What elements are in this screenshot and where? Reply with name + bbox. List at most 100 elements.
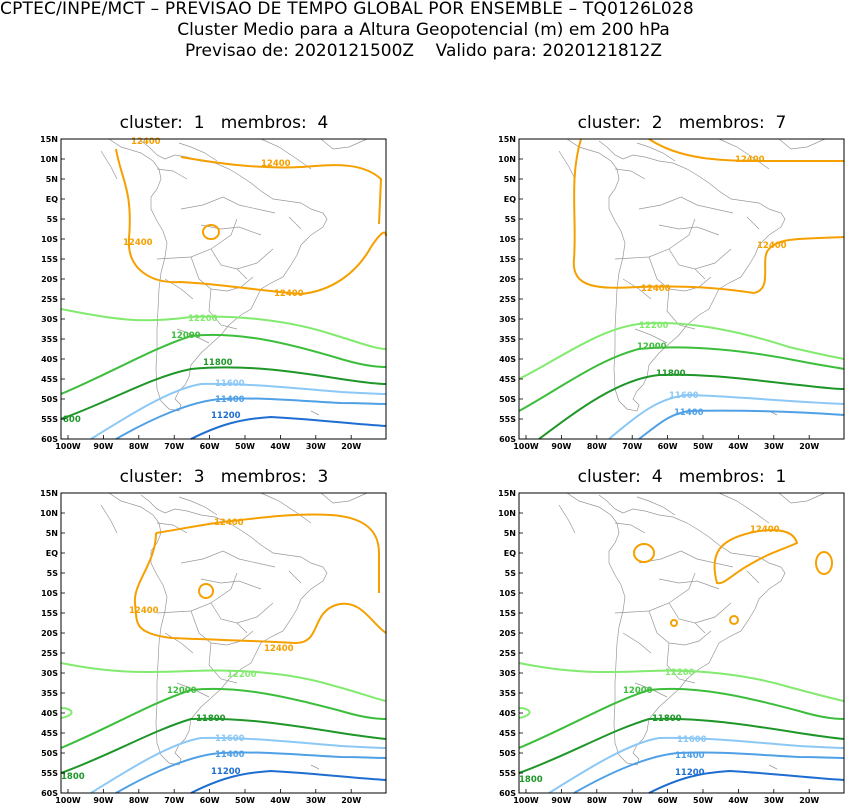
contour-12000 [60, 333, 387, 395]
lat-tick-label: 45S [41, 375, 58, 384]
lon-tick-label: 90W [551, 796, 571, 803]
map-panel-1: 12400 12400 12400 12400 12200 12000 1180… [40, 135, 387, 451]
lat-tick-label: 5N [504, 529, 516, 538]
lat-tick-label: 60S [41, 789, 58, 798]
label-12400: 12400 [214, 518, 244, 528]
contour-12000 [518, 687, 845, 749]
contour-12400-loop-3 [670, 619, 678, 627]
contour-12400 [115, 148, 387, 296]
lat-tick-label: 40S [499, 709, 516, 718]
lon-tick-label: 70W [164, 442, 184, 451]
lat-tick-label: 20S [41, 275, 58, 284]
lat-tick-label: 15S [499, 255, 516, 264]
contour-11400 [115, 751, 387, 794]
contour-11400 [115, 397, 387, 440]
lon-tick-label: 20W [341, 796, 361, 803]
contour-11800 [60, 717, 387, 774]
label-12000: 12000 [623, 686, 653, 696]
label-12000: 12000 [637, 342, 667, 352]
lon-tick-label: 40W [728, 796, 748, 803]
lat-tick-label: 50S [499, 749, 516, 758]
panel-2-title: cluster: 2 membros: 7 [577, 113, 787, 133]
contour-12200 [518, 322, 845, 380]
lat-tick-label: 55S [41, 769, 58, 778]
label-12200: 12200 [665, 668, 695, 678]
lat-tick-label: 50S [41, 749, 58, 758]
lon-tick-label: 20W [799, 442, 819, 451]
label-11200: 11200 [211, 767, 241, 777]
lat-tick-label: 30S [41, 669, 58, 678]
lat-tick-label: 45S [499, 729, 516, 738]
lon-tick-label: 70W [622, 796, 642, 803]
coastline [558, 492, 826, 770]
lon-tick-label: 40W [728, 442, 748, 451]
label-12400-east: 12400 [757, 241, 787, 251]
lon-tick-label: 60W [200, 442, 220, 451]
lat-tick-label: 40S [41, 709, 58, 718]
lat-tick-label: 35S [41, 335, 58, 344]
contour-12400 [133, 532, 387, 645]
label-12400-top: 12400 [131, 137, 161, 147]
label-12400-south: 12400 [274, 289, 304, 299]
lat-tick-label: 25S [499, 295, 516, 304]
label-11800: 11800 [652, 714, 682, 724]
contour-11600 [90, 382, 387, 440]
contour-11800 [60, 366, 387, 420]
lon-tick-label: 100W [55, 442, 81, 451]
lon-tick-label: 90W [93, 796, 113, 803]
lat-tick-label: 5S [47, 569, 59, 578]
lon-tick-label: 30W [306, 796, 326, 803]
contours [518, 138, 845, 440]
lat-tick-label: 35S [41, 689, 58, 698]
label-11600: 11600 [677, 735, 707, 745]
contours [60, 148, 387, 440]
lat-tick-label: 50S [41, 395, 58, 404]
map-panel-4: 12400 12200 12000 11800 11600 11400 1120… [498, 489, 845, 803]
lon-tick-label: 50W [235, 796, 255, 803]
label-12400: 12400 [261, 159, 291, 169]
lat-tick-label: 45S [499, 375, 516, 384]
lat-tick-label: 35S [499, 689, 516, 698]
contour-11800 [518, 717, 845, 774]
label-12400: 12400 [735, 155, 765, 165]
label-11200: 11200 [675, 768, 705, 778]
label-12200: 12200 [227, 670, 257, 680]
axis-ticks: 15N 10N 5N EQ 5S 10S 15S 20S 25S 30S 35S 40S 45S 50S 5… [40, 135, 361, 451]
label-11800-edge: 800 [63, 415, 81, 425]
contour-12400-loop [198, 583, 214, 599]
label-12200: 12200 [639, 321, 669, 331]
lat-tick-label: 5S [47, 215, 59, 224]
lon-tick-label: 80W [129, 442, 149, 451]
contours [60, 513, 387, 794]
contour-11600 [608, 393, 845, 440]
contour-12400 [572, 138, 845, 295]
label-11400: 11400 [215, 750, 245, 760]
contour-11600 [90, 736, 387, 794]
contour-12400-north [155, 513, 380, 593]
lon-tick-label: 30W [764, 796, 784, 803]
lat-tick-label: 45S [41, 729, 58, 738]
lat-tick-label: 10N [498, 155, 516, 164]
lat-tick-label: 40S [41, 355, 58, 364]
lat-tick-label: 15N [498, 135, 516, 144]
lon-tick-label: 40W [270, 796, 290, 803]
coastline [558, 138, 826, 416]
label-12200: 12200 [188, 314, 218, 324]
lat-tick-label: 15S [41, 255, 58, 264]
lat-tick-label: EQ [504, 549, 516, 558]
lat-tick-label: 15N [40, 135, 58, 144]
contour-11200 [190, 769, 387, 794]
lat-tick-label: 5N [504, 175, 516, 184]
lon-tick-label: 90W [551, 442, 571, 451]
label-12400-south: 12400 [641, 284, 671, 294]
contour-12200-loop [518, 707, 531, 719]
lat-tick-label: 25S [499, 649, 516, 658]
axis-ticks: 15N 10N 5N EQ 5S 10S 15S 20S 25S 30S 35S 40S 45S 50S 5… [498, 135, 819, 451]
contour-12200 [60, 308, 387, 350]
contour-11200 [190, 415, 387, 440]
lat-tick-label: 60S [499, 435, 516, 444]
map-panel-3: 12400 12400 12400 12200 12000 11800 1160… [40, 489, 387, 803]
label-11800: 11800 [203, 358, 233, 368]
lat-tick-label: 50S [499, 395, 516, 404]
map-frame [518, 492, 845, 794]
